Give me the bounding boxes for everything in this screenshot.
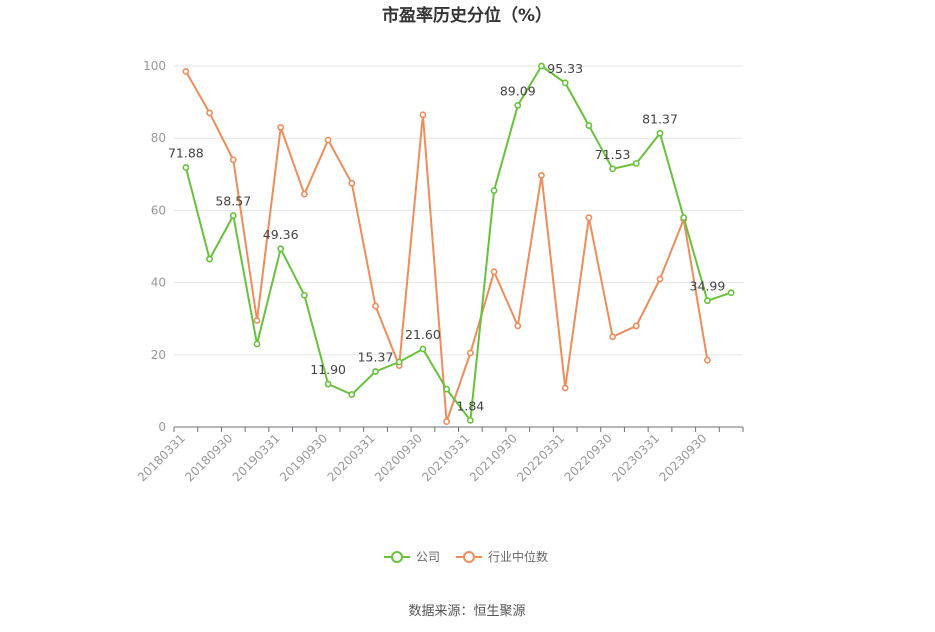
x-tick-label: 20210331 [419,431,472,484]
data-point[interactable] [300,291,308,299]
data-label: 15.37 [358,350,394,365]
data-point[interactable] [419,345,427,353]
chart-title: 市盈率历史分位（%） [382,5,552,26]
data-label: 11.90 [310,362,346,377]
data-label: 89.09 [500,83,536,98]
x-axis-ticks: 2018033120180930201903312019093020200331… [135,427,744,484]
data-point[interactable] [348,179,356,187]
data-point[interactable] [206,255,213,263]
legend-swatch-marker [463,551,475,563]
x-tick-label: 20220930 [562,431,615,484]
series-line [185,70,709,423]
x-tick-label: 20190930 [277,431,330,484]
data-point[interactable] [372,368,379,375]
data-point[interactable] [514,101,522,109]
data-point[interactable] [182,68,190,75]
data-label: 71.53 [595,147,631,162]
legend-label: 公司 [416,550,440,564]
data-point[interactable] [656,275,664,283]
x-tick-label: 20180331 [135,431,188,484]
data-label: 34.99 [690,279,726,294]
data-point[interactable] [585,214,593,222]
data-point[interactable] [372,302,379,310]
data-point[interactable] [443,385,451,393]
data-point[interactable] [727,289,735,297]
data-point[interactable] [466,349,474,357]
x-tick-label: 20230331 [609,431,662,484]
data-point[interactable] [277,123,285,131]
data-label: 21.60 [405,327,441,342]
data-point[interactable] [419,111,427,119]
x-tick-label: 20220331 [514,431,567,484]
data-point[interactable] [229,156,237,164]
y-tick-label: 60 [151,203,166,217]
y-axis-ticks: 0 20 40 60 80 100 [143,59,166,434]
data-point[interactable] [443,418,451,425]
y-tick-label: 20 [151,348,166,362]
legend[interactable]: 公司 行业中位数 [384,549,548,564]
series-layer [182,62,735,425]
data-point[interactable] [632,160,640,167]
series-0 [182,62,735,424]
data-point[interactable] [609,333,617,341]
data-point[interactable] [538,62,545,70]
data-point[interactable] [229,212,237,219]
data-point[interactable] [514,322,522,330]
data-point[interactable] [300,190,308,198]
data-point[interactable] [585,122,593,129]
y-tick-label: 0 [158,420,166,434]
data-label: 95.33 [547,61,583,76]
data-label: 49.36 [263,227,299,242]
data-label: 1.84 [456,398,484,413]
x-tick-label: 20180930 [182,431,235,484]
data-point[interactable] [490,268,498,276]
data-point[interactable] [324,136,332,144]
series-line [184,65,732,422]
grid [174,65,743,356]
data-labels: 71.88 58.57 49.36 11.90 15.37 21.60 1.84 89.09 9… [168,61,725,413]
series-1 [182,68,711,425]
data-point[interactable] [561,79,569,87]
x-tick-label: 20210930 [467,431,520,484]
data-point[interactable] [632,322,640,330]
y-tick-label: 40 [151,276,166,290]
data-label: 81.37 [642,111,678,126]
data-point[interactable] [466,416,474,424]
legend-swatch-marker [391,551,403,563]
data-point[interactable] [680,214,688,222]
legend-item-0[interactable]: 公司 [384,550,440,564]
x-tick-label: 20230930 [656,431,709,484]
x-tick-label: 20200930 [372,431,425,484]
y-tick-label: 80 [151,131,166,145]
data-point[interactable] [253,317,261,324]
data-point[interactable] [490,187,498,194]
data-point[interactable] [538,171,545,179]
source-note: 数据来源：恒生聚源 [408,604,525,619]
legend-label: 行业中位数 [488,549,548,564]
data-point[interactable] [253,340,261,348]
x-tick-label: 20200331 [325,431,378,484]
data-point[interactable] [609,165,617,173]
data-point[interactable] [561,384,569,392]
data-point[interactable] [704,356,711,364]
data-point[interactable] [656,129,664,137]
data-point[interactable] [704,297,711,305]
data-point[interactable] [395,358,403,366]
data-label: 58.57 [215,194,251,209]
legend-item-1[interactable]: 行业中位数 [456,549,548,564]
data-point[interactable] [348,391,356,398]
data-label: 71.88 [168,146,204,161]
data-point[interactable] [324,380,332,388]
data-point[interactable] [182,164,190,171]
x-tick-label: 20190331 [230,431,283,484]
data-point[interactable] [277,245,285,253]
y-tick-label: 100 [143,59,166,73]
data-point[interactable] [206,109,213,117]
